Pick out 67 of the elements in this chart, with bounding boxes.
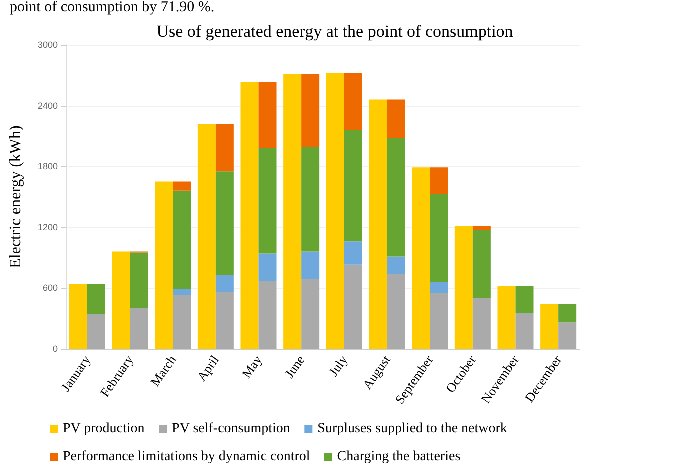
legend-label: PV production <box>63 422 145 436</box>
bar <box>516 314 534 349</box>
bar <box>258 281 277 349</box>
bar <box>69 284 88 349</box>
bar <box>558 322 577 349</box>
y-tick-label: 1200 <box>38 222 58 232</box>
bar <box>387 274 406 349</box>
bar <box>387 138 406 257</box>
bar <box>198 124 216 349</box>
bar <box>472 230 491 298</box>
bar <box>173 182 192 191</box>
y-tick-label: 600 <box>42 283 58 294</box>
bar <box>387 256 406 274</box>
bar <box>412 168 430 349</box>
y-axis-title: Electric energy (kWh) <box>8 126 24 268</box>
bar <box>344 73 362 130</box>
bar <box>454 226 473 349</box>
legend-label: Surpluses supplied to the network <box>318 422 508 436</box>
bar <box>472 298 491 349</box>
x-tick-label: July <box>326 352 351 380</box>
bar <box>516 286 534 314</box>
bar <box>344 130 362 242</box>
y-tick-label: 3000 <box>38 40 58 50</box>
y-tick-label: 2400 <box>38 100 58 111</box>
x-tick-label: June <box>282 352 308 381</box>
bar <box>258 254 277 282</box>
bar <box>430 293 448 349</box>
legend-label: Charging the batteries <box>337 450 461 464</box>
y-tick-label: 1800 <box>38 162 58 172</box>
bar <box>216 275 234 292</box>
bar <box>472 226 491 230</box>
bar <box>369 100 388 349</box>
bar <box>258 82 277 148</box>
bar <box>540 304 559 349</box>
bar <box>498 286 516 349</box>
bar <box>173 190 192 290</box>
text: point of consumption by 71.90 %. <box>10 0 215 16</box>
bar <box>326 73 344 349</box>
y-tick-label: 0 <box>52 344 58 354</box>
bar <box>216 292 234 349</box>
bar <box>344 264 362 349</box>
bar <box>240 82 259 349</box>
bar <box>430 282 448 294</box>
bar <box>173 295 192 349</box>
bar <box>344 242 362 265</box>
bar <box>302 74 320 148</box>
legend-label: PV self-consumption <box>172 422 290 436</box>
bar <box>87 314 106 349</box>
bar <box>558 304 577 323</box>
bar <box>130 308 148 349</box>
chart-title: Use of generated energy at the point of consumption <box>156 22 514 41</box>
bar <box>430 194 448 282</box>
bar <box>173 289 192 296</box>
bar <box>130 252 148 308</box>
bar <box>112 252 130 349</box>
bar <box>87 284 106 315</box>
bar <box>387 100 406 138</box>
bar <box>216 124 234 172</box>
bar <box>155 182 174 349</box>
bar <box>302 279 320 349</box>
bar <box>302 252 320 280</box>
bar <box>302 147 320 252</box>
bar <box>284 74 302 349</box>
bar <box>430 168 448 194</box>
legend-label: Performance limitations by dynamic control <box>63 450 310 464</box>
bar <box>216 172 234 276</box>
bar <box>258 148 277 254</box>
